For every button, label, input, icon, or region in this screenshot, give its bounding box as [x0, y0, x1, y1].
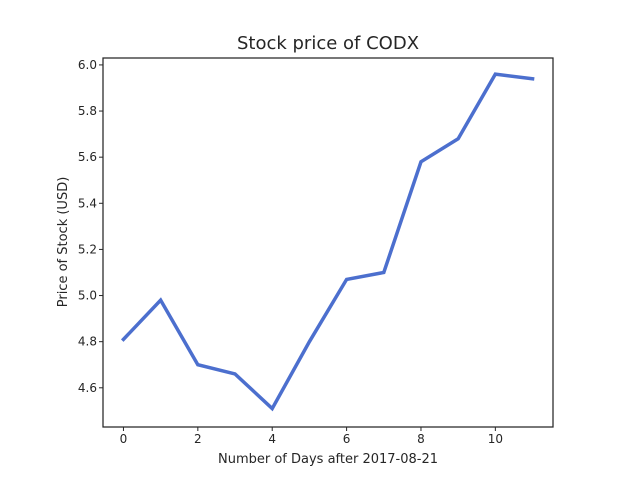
- y-tick-label: 6.0: [78, 58, 97, 72]
- y-tick-label: 5.2: [78, 242, 97, 256]
- y-tick-label: 5.4: [78, 196, 97, 210]
- chart-title: Stock price of CODX: [237, 33, 419, 54]
- x-tick-label: 8: [417, 432, 425, 446]
- y-tick-label: 4.8: [78, 335, 97, 349]
- x-axis-label: Number of Days after 2017-08-21: [218, 452, 438, 467]
- plot-frame: [102, 57, 554, 428]
- y-axis-label: Price of Stock (USD): [56, 177, 71, 308]
- x-tick-label: 2: [194, 432, 202, 446]
- series-layer: [120, 72, 535, 412]
- x-tick-label: 6: [343, 432, 351, 446]
- y-tick-label: 5.6: [78, 150, 97, 164]
- y-tick-label: 5.0: [78, 289, 97, 303]
- y-axis-ticks: 4.6 4.8 5.0 5.2 5.4 5.6 5.8 6.0: [78, 58, 103, 395]
- x-tick-label: 4: [268, 432, 276, 446]
- x-axis-ticks: 0 2 4 6 8 10: [120, 427, 503, 446]
- x-tick-label: 10: [488, 432, 503, 446]
- y-tick-label: 4.6: [78, 381, 97, 395]
- y-tick-label: 5.8: [78, 104, 97, 118]
- x-tick-label: 0: [120, 432, 128, 446]
- series-line-0: [120, 72, 535, 412]
